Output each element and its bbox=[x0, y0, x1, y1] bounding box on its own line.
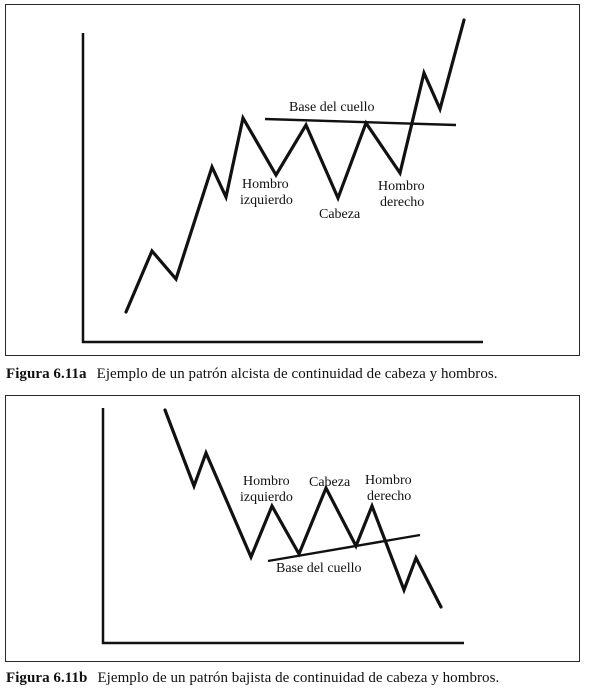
figure-b-caption-label: Figura 6.11b bbox=[6, 670, 88, 686]
figure-a-neckline bbox=[264, 117, 457, 127]
figure-a-diagram: Base del cuello Hombro izquierdo Cabeza … bbox=[81, 18, 483, 344]
figure-a-left-shoulder-label: izquierdo bbox=[240, 193, 293, 208]
figure-b-panel: Hombro izquierdo Cabeza Hombro derecho B… bbox=[5, 395, 580, 662]
figure-a-neckline-label: Base del cuello bbox=[289, 100, 375, 115]
figure-a-head-label: Cabeza bbox=[319, 207, 361, 222]
figure-b-neckline bbox=[267, 533, 421, 563]
figure-a-right-shoulder-label: Hombro bbox=[378, 179, 425, 194]
figure-b-caption: Figura 6.11b Ejemplo de un patrón bajista… bbox=[6, 670, 499, 687]
figure-b-neckline-label: Base del cuello bbox=[276, 561, 362, 576]
figure-a-axes bbox=[81, 33, 483, 344]
figure-b-axes bbox=[101, 408, 464, 645]
figure-b-left-shoulder-label: Hombro bbox=[243, 474, 290, 489]
figure-b-diagram: Hombro izquierdo Cabeza Hombro derecho B… bbox=[101, 408, 464, 645]
figure-a-caption: Figura 6.11a Ejemplo de un patrón alcista… bbox=[6, 366, 498, 383]
figure-a-left-shoulder-label: Hombro bbox=[242, 177, 289, 192]
figure-a-price-line bbox=[124, 18, 466, 314]
figure-b-right-shoulder-label: Hombro bbox=[365, 473, 412, 488]
figure-b-caption-text: Ejemplo de un patrón bajista de continui… bbox=[97, 670, 500, 686]
figure-a-caption-text: Ejemplo de un patrón alcista de continui… bbox=[96, 366, 498, 382]
figure-a-caption-label: Figura 6.11a bbox=[6, 366, 87, 382]
figure-b-right-shoulder-label: derecho bbox=[367, 489, 411, 504]
figure-a-right-shoulder-label: derecho bbox=[380, 195, 424, 210]
figure-a-panel: Base del cuello Hombro izquierdo Cabeza … bbox=[5, 4, 580, 356]
figure-b-price-line bbox=[163, 408, 443, 609]
figure-b-left-shoulder-label: izquierdo bbox=[240, 490, 293, 505]
figure-b-head-label: Cabeza bbox=[309, 475, 351, 490]
